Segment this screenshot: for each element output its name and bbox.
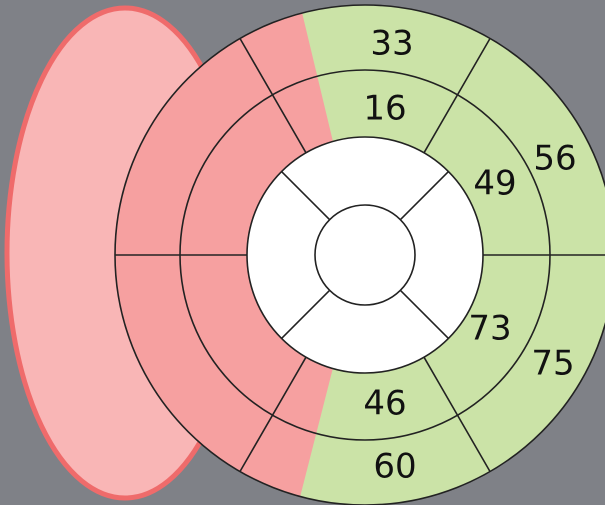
segment-value: 56 <box>533 139 576 179</box>
segment-line <box>399 170 450 221</box>
segment-value: 46 <box>363 384 406 424</box>
segment-line <box>423 38 491 154</box>
segment-line <box>423 356 491 472</box>
segment-line <box>280 170 331 221</box>
red-region <box>115 5 335 505</box>
segment-value: 75 <box>531 344 574 384</box>
segment-value: 60 <box>373 447 416 487</box>
segment-value: 49 <box>473 164 516 204</box>
segment-value: 73 <box>468 309 511 349</box>
segment-line <box>399 289 450 340</box>
segment-line <box>280 289 331 340</box>
segment-line <box>239 38 307 154</box>
segment-line <box>239 356 307 472</box>
segment-value: 16 <box>363 89 406 129</box>
apex-circle <box>314 204 416 306</box>
segment-lines <box>115 38 605 472</box>
segment-value: 33 <box>370 24 413 64</box>
